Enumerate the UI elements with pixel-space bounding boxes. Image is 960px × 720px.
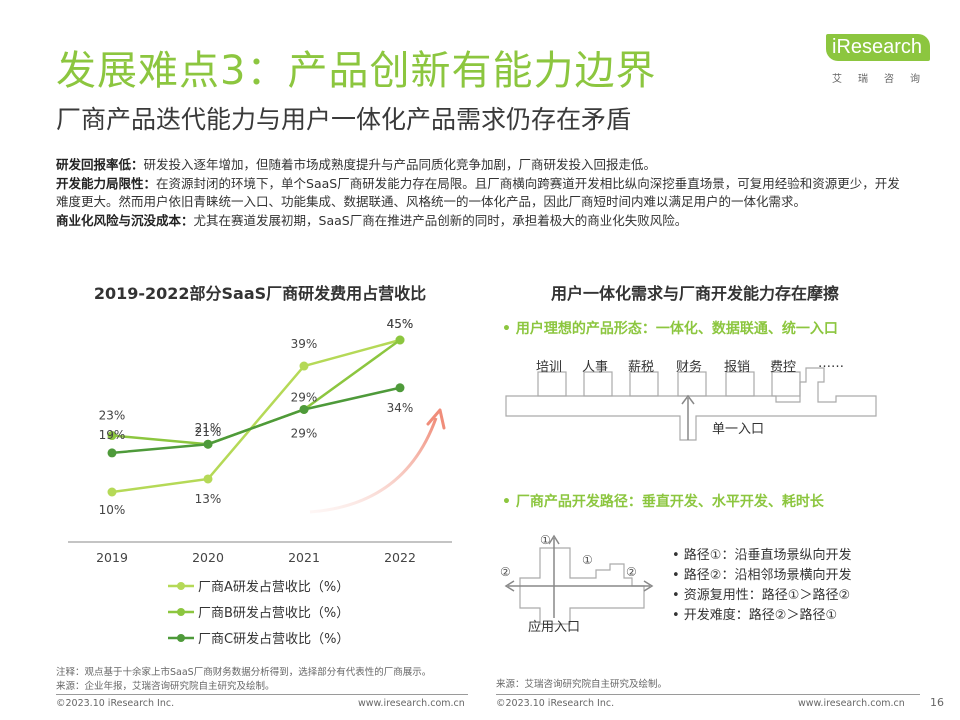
right-arrow-head: [643, 580, 654, 592]
x-tick-label: 2019: [96, 550, 128, 565]
data-point: [107, 487, 117, 497]
chart-title: 2019-2022部分SaaS厂商研发费用占营收比: [93, 284, 427, 303]
logo-wordmark: iResearch: [826, 34, 931, 61]
module-slot: [583, 371, 613, 397]
series-line-1: [111, 338, 401, 494]
module-label: 财务: [676, 360, 703, 375]
data-label: 21%: [195, 425, 222, 439]
intro-label: 研发回报率低：: [56, 157, 144, 172]
dev-path-heading: • 厂商产品开发路径：垂直开发、水平开发、耗时长: [502, 494, 824, 510]
source-right: 来源：艾瑞咨询研究院自主研究及绘制。: [496, 679, 668, 690]
module-label: 报销: [724, 360, 751, 375]
data-point: [107, 448, 117, 458]
intro-item-risk: 商业化风险与沉没成本：尤其在赛道发展初期，SaaS厂商在推进产品创新的同时，承担…: [56, 212, 906, 231]
module-label: ……: [818, 356, 844, 371]
x-tick-label: 2021: [288, 550, 320, 565]
data-label: 45%: [387, 317, 414, 331]
data-point: [395, 383, 405, 393]
bullet-item: • 路径①：沿垂直场景纵向开发: [672, 548, 852, 563]
entry-arrow: [681, 394, 695, 440]
legend-swatch-dot: [177, 608, 185, 616]
data-point: [395, 335, 405, 345]
integrated-product-diagram: [505, 367, 877, 441]
data-label: 45%: [387, 317, 414, 331]
right-panel-title: 用户一体化需求与厂商开发能力存在摩擦: [550, 284, 839, 303]
data-point: [203, 474, 213, 484]
intro-body: 尤其在赛道发展初期，SaaS厂商在推进产品创新的同时，承担着极大的商业化失败风险…: [193, 212, 688, 228]
copyright-left: ©2023.10 iResearch Inc.: [56, 698, 175, 709]
page-number: 16: [930, 696, 944, 709]
data-point: [107, 431, 117, 441]
intro-body: 研发投入逐年增加，但随着市场成熟度提升与产品同质化竞争加剧，厂商研发投入回报走低…: [143, 157, 657, 172]
data-label: 21%: [195, 421, 222, 435]
dev-path-bullets: • 路径①：沿垂直场景纵向开发 • 路径②：沿相邻场景横向开发 • 资源复用性：…: [672, 546, 851, 626]
site-url-left: www.iresearch.com.cn: [358, 698, 465, 709]
legend-swatch-dot: [177, 582, 185, 590]
legend-label: 厂商B研发占营收比（%）: [198, 605, 349, 621]
module-slot: [629, 371, 659, 397]
footer-divider-left: [56, 694, 468, 695]
module-slot: [725, 371, 755, 397]
path1-mark-top: ①: [540, 533, 551, 547]
intro-label: 商业化风险与沉没成本：: [56, 212, 194, 228]
data-point: [299, 404, 309, 414]
data-label: 29%: [291, 390, 318, 404]
legend-label: 厂商C研发占营收比（%）: [198, 631, 349, 647]
intro-item-roi: 研发回报率低：研发投入逐年增加，但随着市场成熟度提升与产品同质化竞争加剧，厂商研…: [56, 156, 906, 175]
data-point: [203, 439, 213, 449]
site-url-right: www.iresearch.com.cn: [798, 698, 905, 709]
intro-item-capability: 开发能力局限性：在资源封闭的环境下，单个SaaS厂商研发能力存在局限。且厂商横向…: [56, 175, 906, 212]
dev-path-outline: [519, 547, 645, 625]
trend-arrow-head: [426, 408, 446, 430]
intro-text: 研发回报率低：研发投入逐年增加，但随着市场成熟度提升与产品同质化竞争加剧，厂商研…: [56, 156, 906, 230]
series-line-2: [111, 338, 401, 446]
page-title: 发展难点3：产品创新有能力边界: [56, 48, 657, 94]
bullet-item: • 开发难度：路径②＞路径①: [672, 608, 838, 623]
data-label: 13%: [195, 492, 222, 506]
bullet-item: • 路径②：沿相邻场景横向开发: [672, 568, 852, 583]
rd-ratio-line-chart: 10%13%39%45%23%21%29%45%19% 21% 29%34% 201…: [68, 317, 452, 647]
app-entry-label: 应用入口: [528, 620, 581, 635]
module-label: 培训: [536, 360, 563, 375]
module-label: 人事: [582, 360, 609, 375]
legend-label: 厂商A研发占营收比（%）: [198, 579, 349, 595]
data-label: 10%: [99, 503, 126, 517]
x-tick-label: 2020: [192, 550, 224, 565]
data-label: 34%: [387, 401, 414, 415]
left-arrow-head: [504, 580, 515, 592]
single-entry-label: 单一入口: [712, 422, 765, 437]
data-point: [299, 361, 309, 371]
module-slot: [677, 371, 707, 397]
page-subtitle: 厂商产品迭代能力与用户一体化产品需求仍存在矛盾: [56, 105, 632, 134]
source-left: 来源：企业年报，艾瑞咨询研究院自主研究及绘制。: [56, 681, 275, 692]
copyright-right: ©2023.10 iResearch Inc.: [496, 698, 615, 709]
x-tick-label: 2022: [384, 550, 416, 565]
intro-label: 开发能力局限性：: [56, 175, 157, 191]
bullet-item: • 资源复用性：路径①＞路径②: [672, 588, 851, 603]
module-slot: [771, 371, 801, 397]
trend-arrow: [309, 417, 438, 514]
module-label: 薪税: [628, 360, 655, 375]
iresearch-logo: iResearch 艾瑞咨询: [822, 34, 938, 86]
path2-mark-left: ②: [500, 565, 511, 579]
path1-mark-side: ①: [582, 553, 593, 567]
module-label: 费控: [770, 360, 797, 375]
intro-body: 在资源封闭的环境下，单个SaaS厂商研发能力存在局限。且厂商横向跨赛道开发相比纵…: [56, 175, 900, 210]
data-label: 29%: [291, 426, 318, 440]
series-line-3: [111, 386, 401, 455]
legend-swatch-dot: [177, 634, 185, 642]
product-platform-outline: [505, 367, 877, 441]
logo-cn: 艾瑞咨询: [832, 74, 936, 85]
data-label: 39%: [291, 337, 318, 351]
module-slot: [537, 371, 567, 397]
data-label: 19%: [99, 428, 126, 442]
ideal-form-heading: • 用户理想的产品形态：一体化、数据联通、统一入口: [502, 321, 838, 337]
data-label: 23%: [99, 409, 126, 423]
dev-path-diagram: ① ① ② ②: [500, 533, 654, 625]
footnote: 注释：观点基于十余家上市SaaS厂商财务数据分析得到，选择部分有代表性的厂商展示…: [56, 667, 432, 678]
footer-divider-right: [496, 694, 920, 695]
vertical-arrow-head: [548, 534, 560, 545]
path2-mark-right: ②: [626, 565, 637, 579]
